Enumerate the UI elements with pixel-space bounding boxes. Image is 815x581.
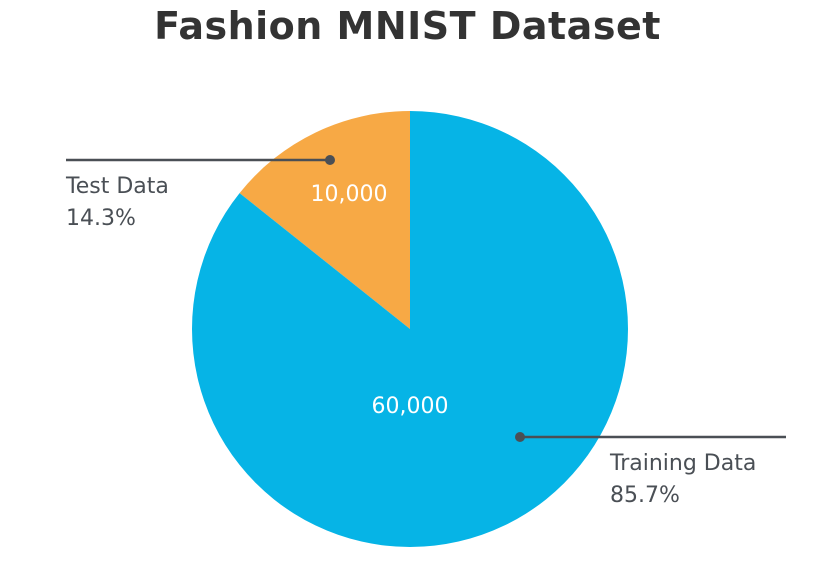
legend-percent-test-data: 14.3%	[66, 206, 136, 231]
legend-name-test-data: Test Data	[65, 174, 169, 199]
legend-percent-training-data: 85.7%	[610, 483, 680, 508]
legend-name-training-data: Training Data	[609, 451, 756, 476]
slice-value-label-training-data: 60,000	[372, 394, 449, 419]
pie-slice-test-data	[239, 111, 410, 329]
chart-title: Fashion MNIST Dataset	[154, 4, 661, 48]
callout-dot-test-data	[325, 155, 335, 165]
callout-dot-training-data	[515, 432, 525, 442]
slice-value-label-test-data: 10,000	[311, 182, 388, 207]
